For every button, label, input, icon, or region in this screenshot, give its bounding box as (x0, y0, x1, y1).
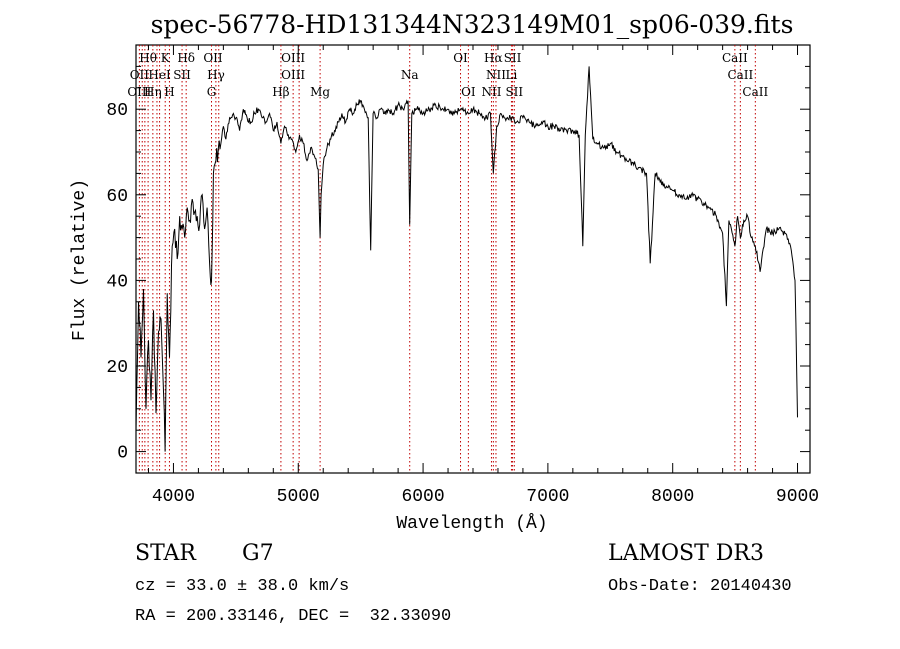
coordinates: RA = 200.33146, DEC = 32.33090 (135, 607, 451, 626)
line-id-label: HeI (148, 68, 171, 82)
line-id-label: NII (486, 68, 506, 82)
line-id-label: OIII (127, 85, 151, 99)
line-id-label: Hθ (139, 51, 157, 65)
line-id-label: K (161, 51, 171, 65)
line-id-label: OII (130, 68, 150, 82)
line-id-label: Hγ (207, 68, 225, 82)
line-id-label: OI (453, 51, 468, 65)
line-id-label: NII (481, 85, 501, 99)
line-id-label: SII (173, 68, 191, 82)
x-tick-label: 5000 (277, 487, 320, 507)
line-id-label: Hβ (272, 85, 289, 99)
line-id-label: SII (504, 51, 522, 65)
x-axis-label: Wavelength (Å) (396, 513, 547, 534)
chart-title: spec-56778-HD131344N323149M01_sp06-039.f… (151, 10, 794, 39)
x-tick-label: 8000 (651, 487, 694, 507)
line-id-label: CaII (722, 51, 748, 65)
object-class: STAR (135, 541, 197, 566)
subclass: G7 (242, 541, 274, 566)
line-id-label: Li (506, 68, 518, 82)
y-tick-label: 80 (106, 101, 128, 121)
survey-name: LAMOST DR3 (608, 541, 764, 566)
x-tick-label: 9000 (776, 487, 819, 507)
y-tick-label: 0 (117, 444, 128, 464)
x-tick-label: 6000 (401, 487, 444, 507)
y-axis-label: Flux (relative) (70, 179, 90, 341)
y-tick-label: 40 (106, 272, 128, 292)
line-id-label: OIII (281, 51, 305, 65)
line-id-label: Hδ (177, 51, 195, 65)
line-marker-group (138, 45, 756, 473)
line-id-label: CaII (742, 85, 768, 99)
line-id-label: Mg (310, 85, 330, 99)
line-id-label: CaII (727, 68, 753, 82)
line-id-label: SII (505, 85, 523, 99)
line-id-label: OI (461, 85, 476, 99)
x-tick-label: 4000 (152, 487, 195, 507)
axes: 4000 5000 6000 7000 8000 9000 0 20 40 60 80 (106, 45, 819, 507)
line-id-label: G (207, 85, 217, 99)
x-tick-label: 7000 (526, 487, 569, 507)
obs-date: Obs-Date: 20140430 (608, 577, 792, 596)
y-tick-label: 20 (106, 358, 128, 378)
line-id-label: Na (401, 68, 419, 82)
redshift-text: cz = 33.0 ± 38.0 km/s (135, 577, 349, 596)
spectrum-line (135, 66, 798, 452)
y-tick-label: 60 (106, 187, 128, 207)
line-id-label: Hη (144, 85, 162, 99)
line-id-label: OII (203, 51, 223, 65)
line-id-label: H (164, 85, 174, 99)
line-id-label: OIII (281, 68, 305, 82)
line-id-label: Hα (484, 51, 503, 65)
